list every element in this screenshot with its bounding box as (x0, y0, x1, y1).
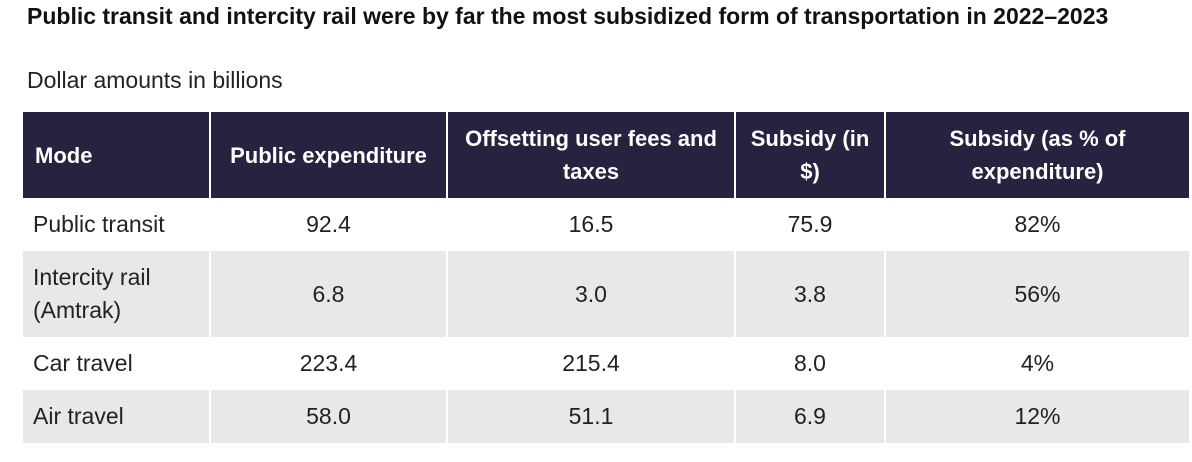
cell-public-expenditure: 58.0 (210, 390, 448, 443)
cell-mode: Air travel (23, 390, 211, 443)
header-offsetting-fees: Offsetting user fees and taxes (447, 112, 736, 198)
header-subsidy-dollars: Subsidy (in $) (735, 112, 886, 198)
cell-mode: Car travel (23, 337, 211, 390)
cell-offsetting-fees: 3.0 (447, 251, 736, 337)
cell-mode: Public transit (23, 198, 211, 251)
cell-subsidy-dollars: 3.8 (735, 251, 886, 337)
cell-subsidy-dollars: 6.9 (735, 390, 886, 443)
cell-subsidy-dollars: 8.0 (735, 337, 886, 390)
chart-subtitle: Dollar amounts in billions (27, 67, 283, 93)
cell-subsidy-percent: 12% (885, 390, 1189, 443)
table-row: Car travel 223.4 215.4 8.0 4% (23, 337, 1189, 390)
header-subsidy-percent: Subsidy (as % of expenditure) (885, 112, 1189, 198)
header-public-expenditure: Public expenditure (210, 112, 448, 198)
cell-offsetting-fees: 51.1 (447, 390, 736, 443)
cell-subsidy-percent: 4% (885, 337, 1189, 390)
chart-title: Public transit and intercity rail were b… (27, 3, 1109, 29)
cell-public-expenditure: 223.4 (210, 337, 448, 390)
table-row: Public transit 92.4 16.5 75.9 82% (23, 198, 1189, 251)
cell-offsetting-fees: 16.5 (447, 198, 736, 251)
cell-offsetting-fees: 215.4 (447, 337, 736, 390)
cell-mode: Intercity rail (Amtrak) (23, 251, 211, 337)
table-row: Air travel 58.0 51.1 6.9 12% (23, 390, 1189, 443)
subsidy-table: Mode Public expenditure Offsetting user … (23, 112, 1189, 443)
cell-public-expenditure: 6.8 (210, 251, 448, 337)
cell-subsidy-dollars: 75.9 (735, 198, 886, 251)
cell-subsidy-percent: 82% (885, 198, 1189, 251)
cell-subsidy-percent: 56% (885, 251, 1189, 337)
header-mode: Mode (23, 112, 211, 198)
cell-public-expenditure: 92.4 (210, 198, 448, 251)
table-row: Intercity rail (Amtrak) 6.8 3.0 3.8 56% (23, 251, 1189, 337)
table-header-row: Mode Public expenditure Offsetting user … (23, 112, 1189, 198)
